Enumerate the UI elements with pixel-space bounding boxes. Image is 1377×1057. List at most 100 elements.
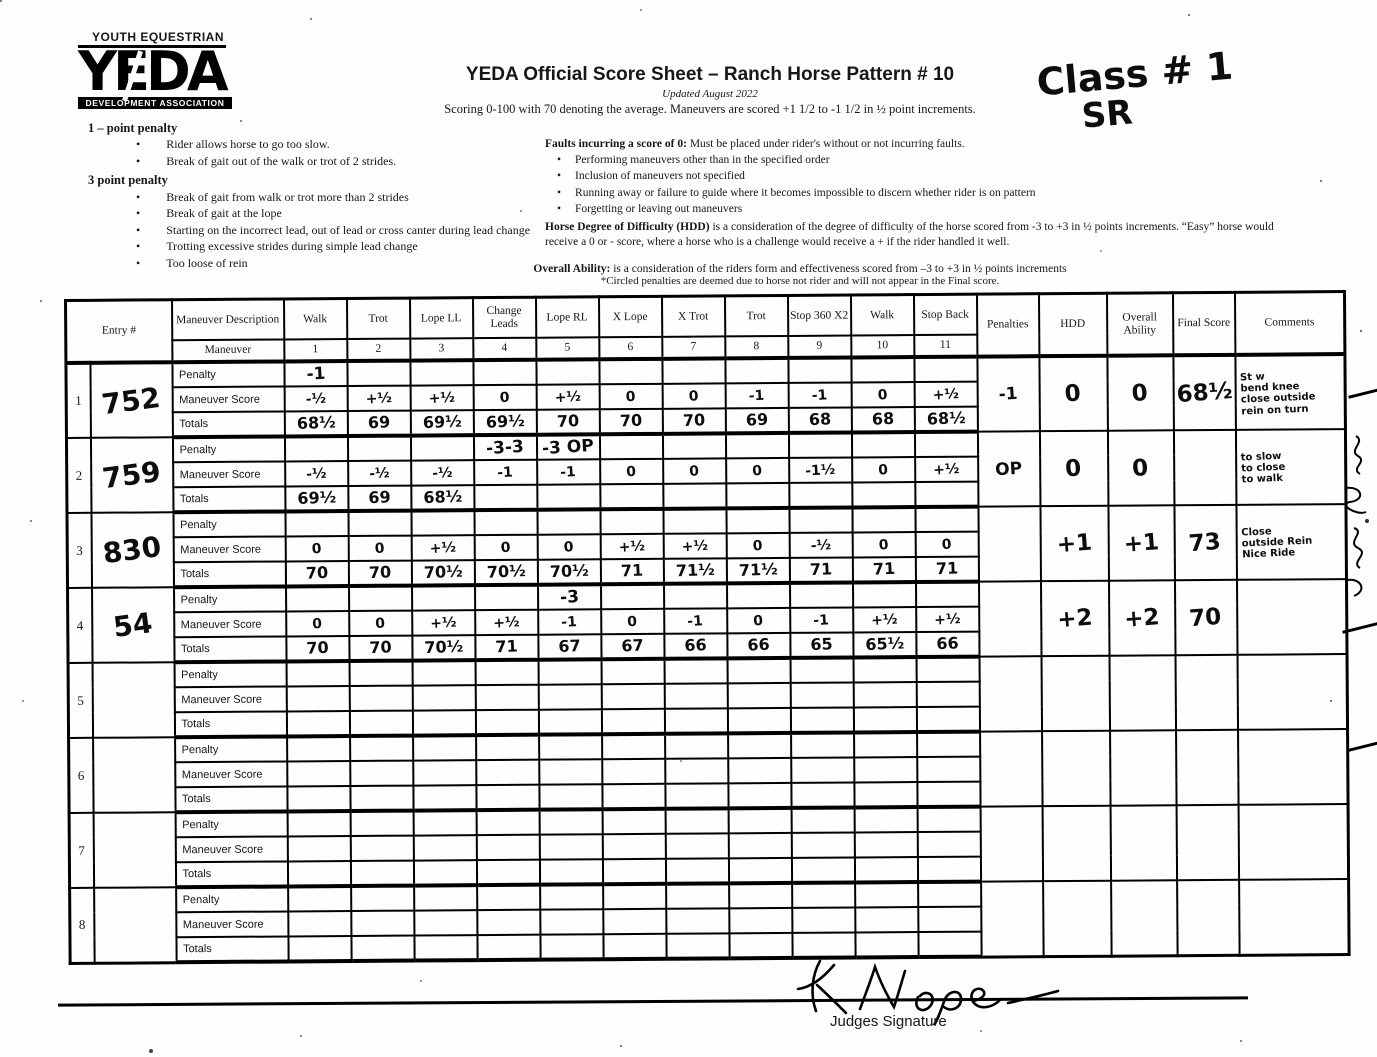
penalty-cell-4: [472, 359, 537, 386]
score-cell-value: +½: [870, 611, 898, 629]
score-cell-value: 0: [625, 388, 637, 405]
total-cell-5: [539, 934, 604, 960]
header-maneuver-num-4: 4: [472, 337, 536, 361]
score-cell-10: [854, 907, 918, 933]
penalty-cell-value: -3: [559, 586, 580, 609]
total-cell-2: 69: [347, 485, 411, 512]
total-cell-8: 69: [725, 407, 789, 434]
total-cell-4: [475, 709, 539, 736]
total-cell-3: [413, 935, 478, 961]
penalties-cell: [979, 656, 1042, 732]
hdd-cell: [1041, 730, 1111, 807]
score-cell-7: +½: [663, 533, 727, 559]
total-cell-5: 70: [536, 409, 600, 435]
final-score-cell: [1176, 804, 1239, 881]
total-cell-1: [287, 936, 352, 962]
row-label: Maneuver Score: [172, 386, 285, 413]
total-cell-value: 69½: [422, 411, 462, 433]
score-cell-10: [853, 682, 917, 708]
header-maneuver-3: Lope LL: [409, 297, 473, 339]
header-maneuver-num-7: 7: [661, 336, 725, 359]
score-table: Entry # Maneuver Description Walk Trot Lope …: [64, 290, 1351, 965]
score-cell-1: [287, 836, 351, 862]
penalty-cell-5: [538, 734, 602, 760]
comments-text: to slow to close to walk: [1236, 448, 1345, 486]
total-cell-5: [538, 784, 603, 810]
total-cell-8: [725, 482, 789, 509]
penalty-cell-5: [539, 809, 603, 835]
score-cell-9: -1½: [788, 457, 852, 483]
score-cell-value: -1: [748, 387, 765, 405]
score-cell-value: 0: [941, 536, 953, 553]
row-label: Totals: [174, 786, 288, 813]
total-cell-10: 71: [852, 557, 916, 583]
total-cell-8: 71½: [726, 557, 790, 584]
score-cell-value: 0: [374, 540, 386, 557]
score-cell-5: -1: [536, 459, 600, 485]
penalty-cell-6: [598, 358, 663, 385]
row-label: Maneuver Score: [175, 836, 288, 863]
penalty-cell-2: [350, 885, 414, 912]
hdd-paragraph: Horse Degree of Difficulty (HDD) is a co…: [545, 220, 1274, 249]
score-cell-value: +½: [932, 460, 960, 479]
rule-item: Performing maneuvers other than in the s…: [557, 153, 1290, 168]
score-cell-10: 0: [852, 532, 916, 558]
score-cell-value: 0: [500, 539, 512, 556]
penalty-cell-10: [854, 807, 918, 833]
penalty-cell-7: [662, 433, 726, 459]
total-cell-value: 68: [871, 408, 895, 429]
total-cell-value: 71: [620, 560, 644, 581]
total-cell-5: 70½: [537, 559, 601, 585]
header-maneuver-1: Walk: [283, 298, 347, 340]
total-cell-6: 70: [599, 408, 663, 435]
score-cell-value: 0: [626, 613, 638, 630]
penalty-cell-6: [602, 808, 666, 835]
header-maneuver-num-1: 1: [283, 339, 347, 362]
total-cell-6: [601, 708, 665, 735]
penalty-cell-7: [663, 583, 727, 609]
score-cell-6: +½: [600, 533, 664, 560]
rule-item: Too loose of rein: [136, 256, 558, 272]
score-cell-11: +½: [914, 456, 978, 483]
score-cell-value: +½: [365, 389, 393, 408]
total-cell-value: 70: [368, 637, 392, 658]
penalty-cell-11: [916, 656, 980, 683]
total-cell-value: 66: [683, 635, 707, 656]
penalty-cell-9: [787, 357, 852, 383]
score-cell-11: [916, 681, 980, 708]
overall-ability-cell: 0: [1107, 430, 1174, 506]
penalty-cell-4: [475, 659, 539, 686]
score-cell-1: -½: [284, 461, 348, 487]
total-cell-2: [350, 860, 414, 887]
hdd-cell: 0: [1038, 355, 1108, 432]
score-cell-value: -½: [305, 390, 327, 408]
score-cell-7: [665, 833, 729, 859]
score-cell-value: -1½: [804, 461, 836, 480]
penalty-cell-value: -1: [305, 363, 326, 385]
entry-number-cell: [92, 737, 176, 813]
score-cell-6: 0: [599, 383, 663, 410]
total-cell-1: 70: [285, 636, 350, 662]
score-cell-1: -½: [284, 386, 348, 412]
score-cell-3: -½: [410, 460, 474, 486]
header-final-score: Final Score: [1172, 292, 1235, 356]
score-cell-1: 0: [285, 611, 349, 637]
penalty-cell-10: [853, 657, 917, 683]
penalty-cell-3: [410, 510, 475, 536]
total-cell-10: [851, 482, 915, 508]
penalty-cell-2: [350, 810, 414, 837]
penalty-cell-9: [790, 732, 854, 758]
score-cell-value: +½: [933, 610, 961, 629]
score-cell-2: [349, 760, 413, 787]
score-cell-3: [413, 835, 477, 861]
score-cell-value: +½: [428, 389, 456, 407]
score-cell-11: +½: [915, 606, 979, 633]
score-cell-value: 0: [752, 537, 764, 554]
score-cell-value: 0: [877, 386, 889, 404]
score-cell-value: 0: [751, 462, 763, 479]
penalty-cell-1: [285, 586, 349, 612]
score-cell-6: 0: [599, 458, 663, 485]
score-cell-value: -1: [561, 613, 578, 631]
penalty-cell-1: [284, 511, 349, 537]
total-cell-7: 70: [662, 408, 726, 434]
